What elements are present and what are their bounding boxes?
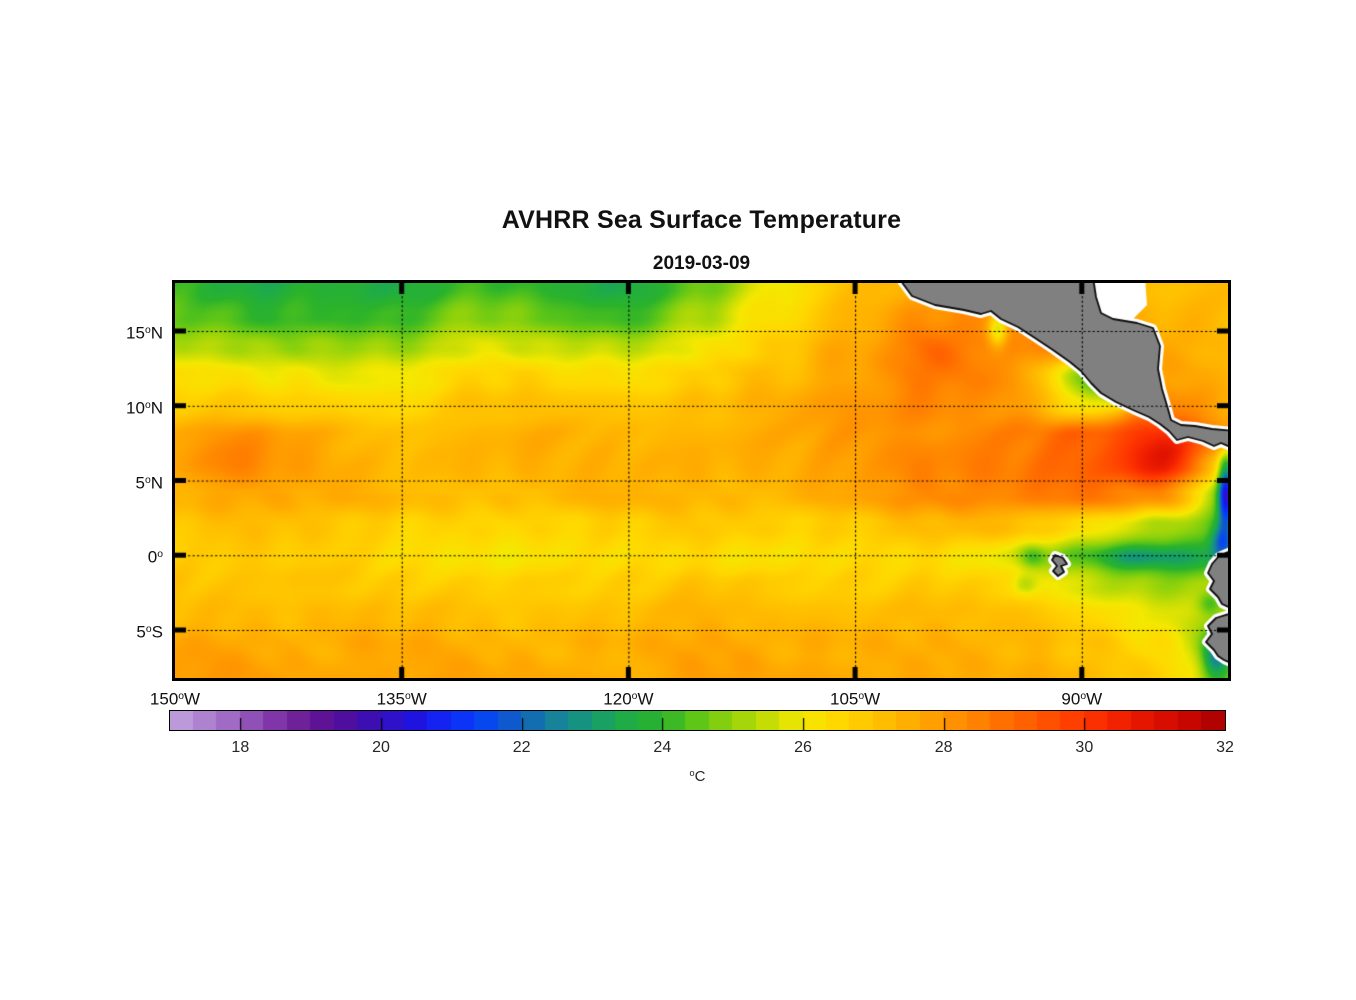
lon-value: 105 [830, 689, 859, 709]
colorbar-tick-label: 18 [231, 739, 250, 756]
lon-hemisphere: W [864, 689, 881, 709]
lat-value: 5 [136, 622, 146, 642]
lat-value: 15 [126, 323, 145, 343]
colorbar-tick-label: 30 [1075, 739, 1094, 756]
colorbar-canvas [170, 711, 1225, 730]
degree-sup: o [178, 691, 185, 702]
lon-hemisphere: W [410, 689, 427, 709]
lat-tick-label: 10oN [101, 395, 163, 417]
degree-sup: o [858, 691, 865, 702]
degree-sup: o [1080, 691, 1087, 702]
colorbar-tick-label: 32 [1216, 739, 1234, 756]
lon-value: 120 [603, 689, 632, 709]
lon-value: 90 [1061, 689, 1081, 709]
lat-value: 10 [126, 398, 145, 418]
unit-letter: C [694, 768, 706, 786]
lon-tick-label: 90oW [1034, 686, 1130, 709]
degree-sup: o [157, 549, 163, 561]
degree-sup: o [145, 624, 152, 635]
degree-sup: o [404, 691, 411, 702]
lat-hemisphere: N [150, 473, 163, 493]
lat-tick-label: 15oN [101, 320, 163, 343]
colorbar-tick-label: 22 [512, 739, 531, 756]
lon-tick-label: 150oW [127, 686, 223, 709]
degree-sup: o [144, 325, 151, 336]
lat-value: 0 [147, 547, 158, 567]
lat-hemisphere: N [150, 323, 163, 343]
map-plot-area [172, 280, 1231, 681]
lon-value: 150 [149, 689, 179, 709]
colorbar-unit-label: oC [668, 763, 728, 786]
degree-sup: o [144, 399, 151, 411]
chart-title: AVHRR Sea Surface Temperature [501, 206, 902, 234]
colorbar-tick-label: 20 [372, 739, 390, 756]
lat-value: 5 [135, 473, 145, 493]
degree-sup: o [689, 768, 695, 778]
lon-hemisphere: W [637, 689, 654, 709]
lat-tick-label: 5oN [101, 470, 163, 492]
lon-value: 135 [376, 689, 405, 709]
lon-hemisphere: W [1086, 689, 1103, 709]
sst-heatmap-canvas [175, 283, 1228, 678]
lon-tick-label: 120oW [580, 686, 676, 709]
chart-date-subtitle: 2019-03-09 [652, 253, 751, 274]
lon-hemisphere: W [184, 689, 201, 709]
lat-tick-label: 5oS [101, 619, 163, 642]
colorbar-tick-label: 28 [934, 739, 953, 756]
colorbar-tick-label: 26 [794, 739, 812, 756]
lon-tick-label: 135oW [354, 686, 450, 709]
lat-tick-label: 0o [101, 544, 163, 567]
colorbar-tick-label: 24 [653, 739, 672, 756]
degree-sup: o [631, 691, 638, 702]
lon-tick-label: 105oW [807, 686, 903, 709]
colorbar [169, 710, 1226, 731]
lat-hemisphere: N [150, 398, 163, 418]
lat-hemisphere: S [151, 622, 163, 642]
degree-sup: o [144, 474, 151, 486]
